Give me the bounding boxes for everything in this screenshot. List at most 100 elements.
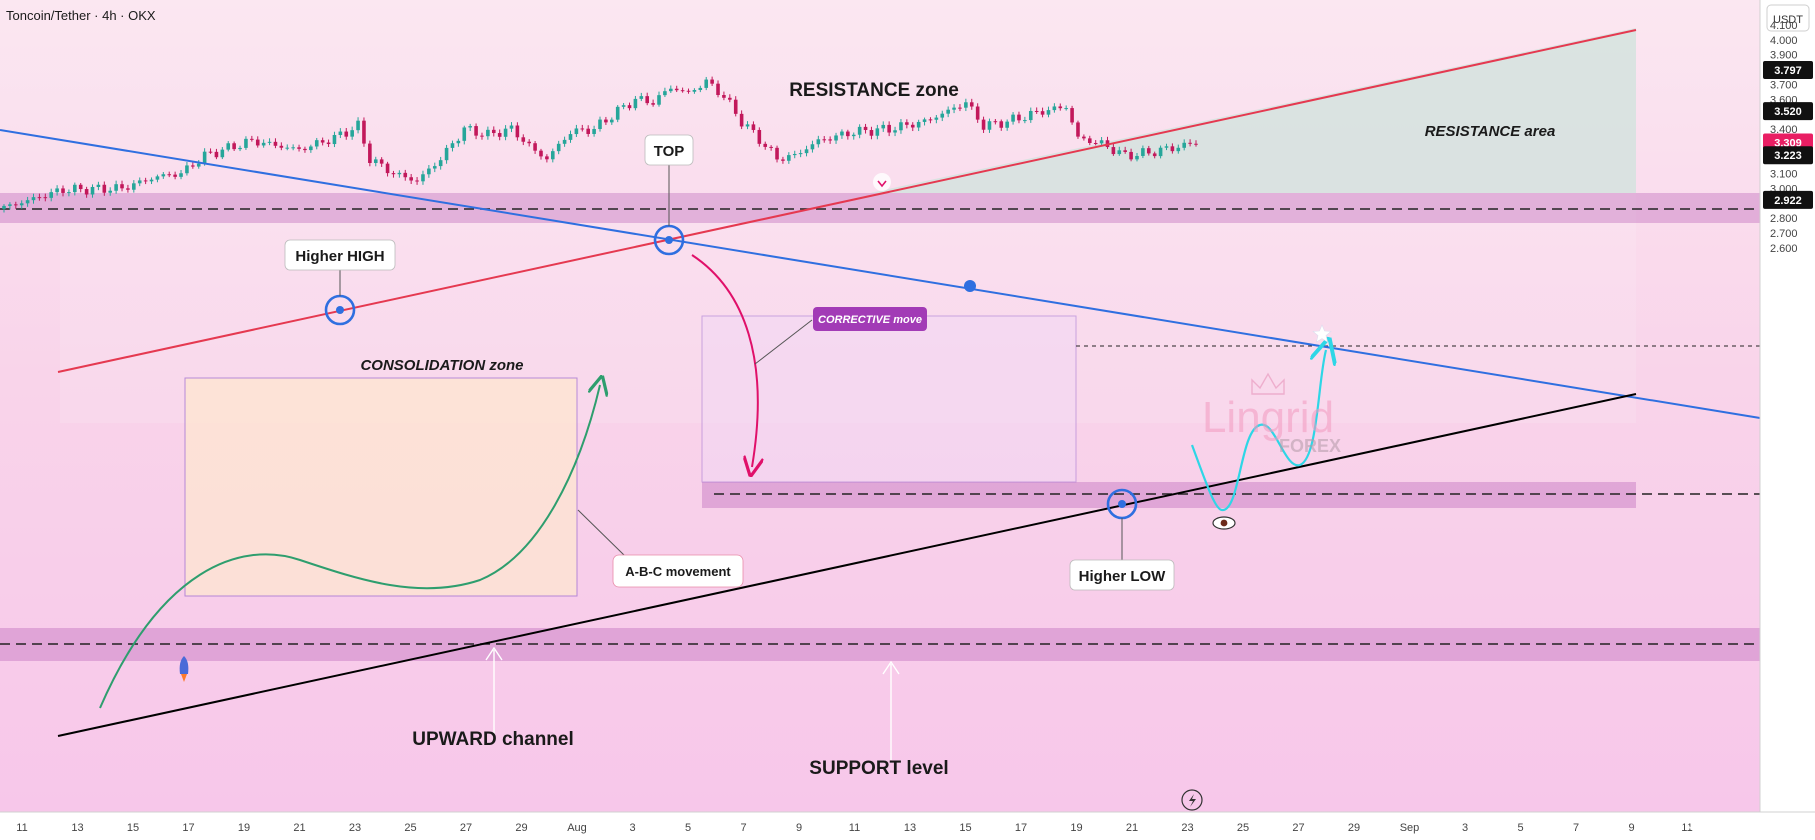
candle-body bbox=[373, 159, 378, 163]
candle-body bbox=[716, 83, 720, 96]
candle-body bbox=[580, 128, 585, 130]
brand-watermark: Lingrid bbox=[1202, 393, 1334, 442]
lightning-icon[interactable] bbox=[1181, 789, 1203, 811]
time-axis[interactable] bbox=[0, 812, 1815, 840]
candle-body bbox=[474, 126, 478, 136]
candle-body bbox=[964, 102, 968, 108]
candle-body bbox=[893, 130, 897, 133]
candle-body bbox=[25, 200, 30, 204]
candle-body bbox=[132, 183, 136, 190]
candle-body bbox=[710, 79, 714, 84]
x-tick-label: 7 bbox=[1573, 822, 1579, 834]
candle-body bbox=[391, 173, 396, 175]
candle-body bbox=[185, 165, 189, 174]
candle-body bbox=[1070, 108, 1074, 123]
higher-low-callout: Higher LOW bbox=[1069, 559, 1175, 591]
candle-body bbox=[220, 149, 225, 158]
currency-badge[interactable]: USDT bbox=[1766, 4, 1810, 32]
symbol-title[interactable]: Toncoin/Tether · 4h · OKX bbox=[6, 8, 156, 23]
candle-body bbox=[1052, 106, 1057, 111]
candle-body bbox=[1005, 121, 1009, 128]
y-tick-label: 3.400 bbox=[1770, 124, 1798, 136]
candle-body bbox=[568, 134, 573, 140]
x-tick-label: 3 bbox=[1462, 822, 1468, 834]
candle-body bbox=[232, 143, 236, 150]
candle-body bbox=[704, 79, 709, 88]
candle-body bbox=[214, 151, 219, 158]
candle-body bbox=[781, 159, 785, 161]
candle-body bbox=[167, 174, 172, 176]
abc-callout-connector bbox=[577, 509, 626, 557]
candle-body bbox=[739, 113, 744, 127]
corrective-box bbox=[701, 315, 1077, 483]
x-tick-label: Sep bbox=[1400, 822, 1420, 834]
candle-body bbox=[362, 120, 366, 144]
x-tick-label: 25 bbox=[1237, 822, 1249, 834]
candle-body bbox=[332, 134, 337, 145]
price-axis[interactable] bbox=[1760, 0, 1815, 812]
candle-body bbox=[96, 184, 101, 187]
currency-label: USDT bbox=[1773, 14, 1803, 26]
candle-body bbox=[910, 124, 915, 128]
candle-body bbox=[397, 172, 402, 175]
candle-body bbox=[751, 124, 756, 130]
candle-body bbox=[503, 128, 508, 137]
x-tick-label: 5 bbox=[685, 822, 691, 834]
abc-movement-label: A-B-C movement bbox=[625, 564, 731, 579]
support-pointer-head bbox=[882, 660, 900, 675]
x-tick-label: 21 bbox=[293, 822, 305, 834]
x-tick-label: 29 bbox=[1348, 822, 1360, 834]
price-label-badge bbox=[1763, 102, 1813, 121]
candle-body bbox=[19, 203, 24, 206]
channel-pointer-head bbox=[485, 646, 503, 661]
candle-body bbox=[969, 102, 974, 107]
support-level-label: SUPPORT level bbox=[809, 758, 948, 779]
crown-icon bbox=[1251, 372, 1285, 395]
candle-body bbox=[409, 177, 413, 181]
candle-body bbox=[680, 90, 685, 92]
x-tick-label: 3 bbox=[629, 822, 635, 834]
price-label-badge bbox=[1763, 190, 1813, 209]
candle-body bbox=[916, 121, 921, 128]
candle-body bbox=[338, 131, 343, 135]
candle-body bbox=[987, 121, 992, 130]
candle-body bbox=[757, 129, 762, 144]
candle-body bbox=[84, 189, 89, 195]
candle-body bbox=[1046, 110, 1051, 115]
price-label-text: 3.223 bbox=[1774, 150, 1802, 162]
x-tick-label: 17 bbox=[1015, 822, 1027, 834]
abc-movement-callout: A-B-C movement bbox=[612, 554, 744, 588]
candle-body bbox=[745, 124, 750, 127]
x-axis-ticks: 11 13 15 17 19 21 23 25 27 29 Aug 3 5 7 9 11 13 15 17 19 21 2… bbox=[16, 822, 1692, 834]
candle-body bbox=[291, 147, 295, 149]
candle-body bbox=[728, 97, 732, 100]
candle-body bbox=[940, 113, 945, 118]
candle-body bbox=[450, 143, 455, 148]
candle-body bbox=[922, 119, 927, 122]
candle-body bbox=[545, 156, 549, 160]
candle-body bbox=[1058, 106, 1063, 109]
candle-body bbox=[297, 147, 301, 149]
candle-body bbox=[686, 90, 691, 92]
candle-body bbox=[722, 95, 726, 98]
candle-body bbox=[1040, 111, 1045, 115]
candle-body bbox=[432, 166, 437, 169]
candle-body bbox=[61, 188, 65, 193]
candle-body bbox=[639, 96, 644, 99]
x-tick-label: 13 bbox=[904, 822, 916, 834]
candle-body bbox=[49, 192, 54, 198]
top-callout: TOP bbox=[644, 134, 694, 166]
candle-body bbox=[515, 125, 520, 138]
candle-body bbox=[303, 148, 307, 151]
candle-body bbox=[202, 151, 207, 164]
level-lines bbox=[0, 208, 1760, 645]
candle-body bbox=[444, 147, 449, 161]
candle-body bbox=[733, 99, 738, 114]
candle-body bbox=[851, 134, 856, 137]
candle-body bbox=[149, 179, 154, 182]
x-tick-label: 9 bbox=[796, 822, 802, 834]
candle-body bbox=[1146, 148, 1151, 154]
candle-body bbox=[250, 138, 254, 140]
candle-body bbox=[875, 128, 880, 136]
